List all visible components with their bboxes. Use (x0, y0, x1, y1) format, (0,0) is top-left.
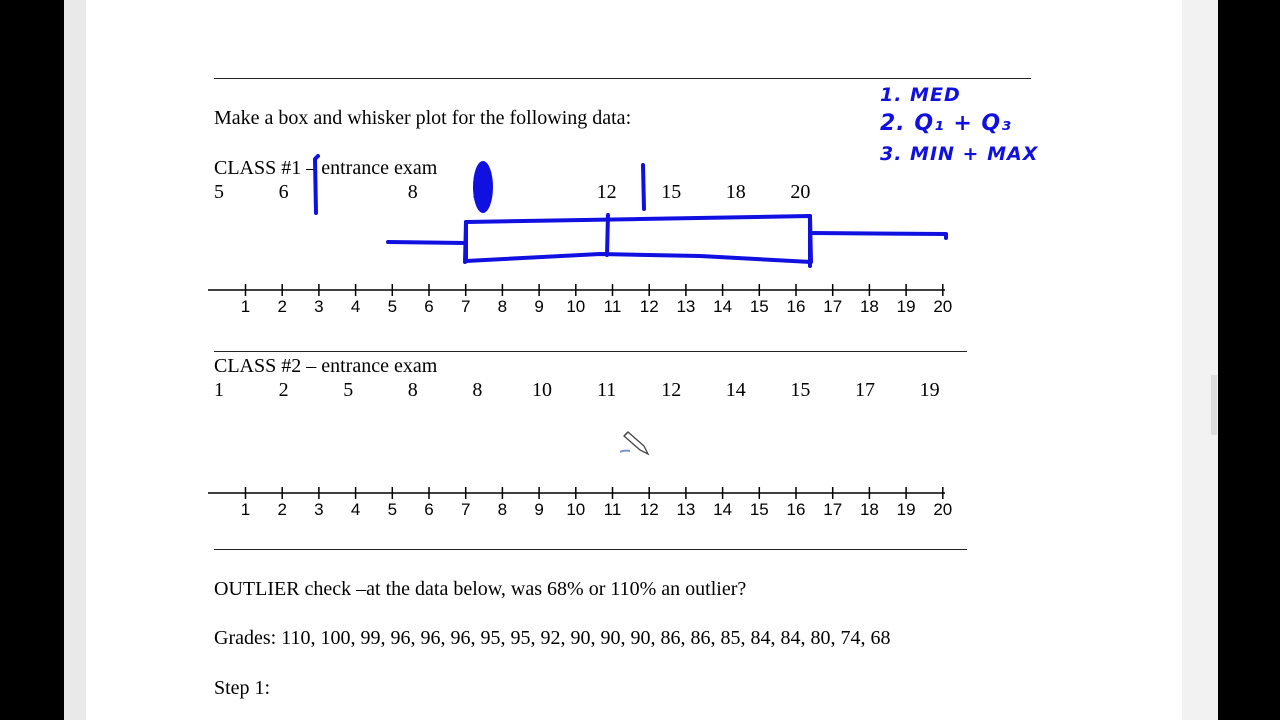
right-whisker (809, 231, 948, 240)
tick-label: 20 (933, 297, 952, 316)
middle-divider (214, 351, 967, 352)
class2-value: 8 (407, 379, 418, 401)
tick-label: 5 (388, 500, 397, 519)
class1-value: 6 (278, 181, 289, 203)
right-black-margin (1218, 0, 1280, 720)
tick-label: 17 (823, 297, 842, 316)
tick-label: 19 (897, 297, 916, 316)
tick-label: 18 (860, 500, 879, 519)
tick-label: 3 (314, 500, 323, 519)
tick-label: 16 (787, 297, 806, 316)
tick-label: 9 (534, 297, 543, 316)
handwritten-step-1: 1. MED (880, 84, 961, 106)
class1-value: 5 (214, 181, 224, 203)
median-line (605, 213, 610, 257)
class2-value: 17 (855, 379, 875, 401)
tick-label: 13 (676, 297, 695, 316)
tick-label: 10 (566, 297, 585, 316)
tick-label: 15 (750, 500, 769, 519)
page-right-gutter (1182, 0, 1218, 720)
tick-label: 7 (461, 297, 470, 316)
instruction-text: Make a box and whisker plot for the foll… (214, 107, 632, 129)
document-page (86, 0, 1182, 720)
class1-label-suffix: – entrance exam (301, 157, 438, 179)
scribbled-out-value (473, 161, 493, 213)
tick-label: 6 (424, 500, 433, 519)
class2-value: 1 (214, 379, 224, 401)
class2-value: 19 (919, 379, 940, 401)
tick-label: 12 (640, 500, 659, 519)
tick-label: 1 (241, 500, 250, 519)
class1-value: 12 (596, 181, 617, 203)
tick-label: 8 (498, 297, 507, 316)
left-black-margin (0, 0, 64, 720)
box-left-edge (463, 220, 468, 264)
tick-label: 3 (314, 297, 323, 316)
tick-label: 10 (566, 500, 585, 519)
bracket-mark-right (641, 163, 646, 211)
tick-label: 1 (241, 297, 250, 316)
tick-label: 17 (823, 500, 842, 519)
class2-heading: CLASS #2 – entrance exam (214, 355, 438, 377)
class1-value: 20 (790, 181, 811, 203)
class2-value: 12 (661, 379, 682, 401)
tick-label: 18 (860, 297, 879, 316)
step1-label: Step 1: (214, 677, 271, 699)
scrollbar-thumb[interactable] (1211, 375, 1217, 435)
tick-label: 5 (388, 297, 397, 316)
outlier-question: OUTLIER check –at the data below, was 68… (214, 578, 747, 600)
class2-value: 2 (278, 379, 289, 401)
tick-label: 13 (676, 500, 695, 519)
tick-label: 16 (787, 500, 806, 519)
class2-value: 15 (790, 379, 811, 401)
class1-label: CLASS #1 (214, 157, 302, 179)
tick-label: 20 (933, 500, 952, 519)
tick-label: 7 (461, 500, 470, 519)
grades-list: Grades: 110, 100, 99, 96, 96, 96, 95, 95… (214, 627, 891, 649)
tick-label: 14 (713, 500, 732, 519)
handwritten-step-2: 2. Q₁ + Q₃ (880, 111, 1012, 136)
tick-label: 6 (424, 297, 433, 316)
top-divider (214, 78, 1031, 79)
box-outline (464, 214, 813, 264)
class1-heading: CLASS #1 – entrance exam (214, 158, 437, 178)
tick-label: 2 (277, 297, 286, 316)
class1-value: 18 (725, 181, 746, 203)
tick-label: 19 (897, 500, 916, 519)
bracket-mark-left (313, 154, 320, 215)
class2-value: 11 (596, 379, 617, 401)
left-whisker (386, 240, 468, 245)
class2-value: 8 (472, 379, 483, 401)
lower-divider (214, 549, 967, 550)
class1-value: 15 (661, 181, 682, 203)
class2-value: 5 (343, 379, 354, 401)
tick-label: 11 (604, 500, 622, 519)
tick-label: 8 (498, 500, 507, 519)
pen-cursor-icon (620, 431, 650, 456)
tick-label: 4 (351, 500, 360, 519)
class2-value: 14 (725, 379, 746, 401)
handwritten-step-3: 3. MIN + MAX (880, 143, 1039, 165)
tick-label: 12 (640, 297, 659, 316)
class1-value: 8 (407, 181, 418, 203)
tick-label: 4 (351, 297, 360, 316)
tick-label: 2 (277, 500, 286, 519)
tick-label: 9 (534, 500, 543, 519)
tick-label: 15 (750, 297, 769, 316)
class2-value: 10 (532, 379, 552, 401)
tick-label: 11 (604, 297, 622, 316)
tick-label: 14 (713, 297, 732, 316)
